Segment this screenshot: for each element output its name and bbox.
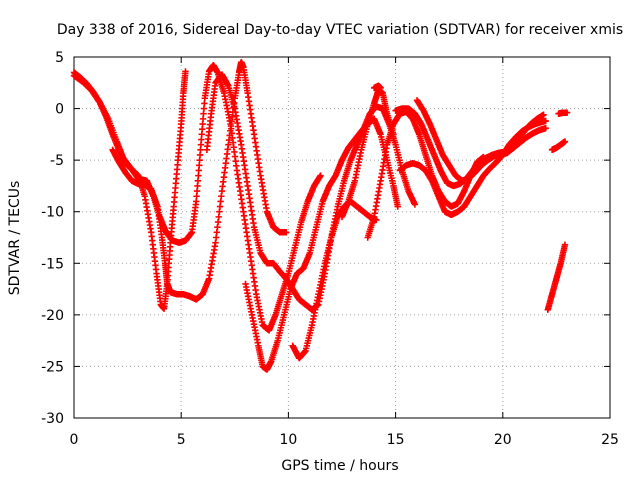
data-point: [561, 138, 569, 145]
y-tick-label: -5: [50, 153, 64, 169]
data-point: [563, 109, 571, 116]
data-point: [540, 111, 547, 118]
series-track-15: [370, 82, 384, 92]
series-track-3: [109, 58, 290, 303]
y-tick-label: 5: [55, 50, 64, 66]
grid: [74, 57, 610, 418]
y-tick-label: 0: [55, 102, 64, 118]
data-point: [542, 124, 549, 132]
data-point: [377, 84, 384, 92]
series-track-12: [544, 241, 569, 313]
series-track-2: [70, 62, 324, 334]
x-tick-label: 0: [70, 432, 79, 448]
x-tick-label: 20: [494, 432, 512, 448]
y-tick-label: -10: [41, 205, 64, 221]
plot-frame: [73, 56, 611, 419]
y-axis: -30 -25 -20 -15 -10 -5 0 5: [41, 50, 610, 427]
series-track-5: [242, 115, 401, 373]
y-tick-label: -25: [41, 359, 64, 375]
x-tick-label: 5: [177, 432, 186, 448]
y-tick-label: -15: [41, 256, 64, 272]
data-point: [411, 201, 419, 208]
y-tick-label: -30: [41, 411, 64, 427]
x-tick-label: 15: [387, 432, 405, 448]
data-point: [561, 241, 569, 248]
series-track-1: [70, 68, 189, 312]
chart-title: Day 338 of 2016, Sidereal Day-to-day VTE…: [57, 22, 623, 38]
data-points: [70, 58, 571, 373]
y-axis-label: SDTVAR / TECUs: [7, 181, 23, 296]
x-axis: 0 5 10 15 20 25: [70, 57, 619, 448]
x-tick-label: 25: [601, 432, 619, 448]
series-track-14: [555, 109, 571, 117]
series-track-13: [548, 138, 569, 154]
data-point: [317, 172, 324, 179]
y-tick-label: -20: [41, 308, 64, 324]
data-point: [283, 229, 290, 236]
x-axis-label: GPS time / hours: [281, 458, 398, 474]
x-tick-label: 10: [279, 432, 297, 448]
data-point: [542, 117, 549, 125]
series-track-10: [396, 117, 549, 219]
series-track-11: [413, 97, 549, 184]
data-point: [182, 68, 189, 75]
series-track-4: [203, 71, 419, 313]
data-point: [394, 203, 401, 210]
